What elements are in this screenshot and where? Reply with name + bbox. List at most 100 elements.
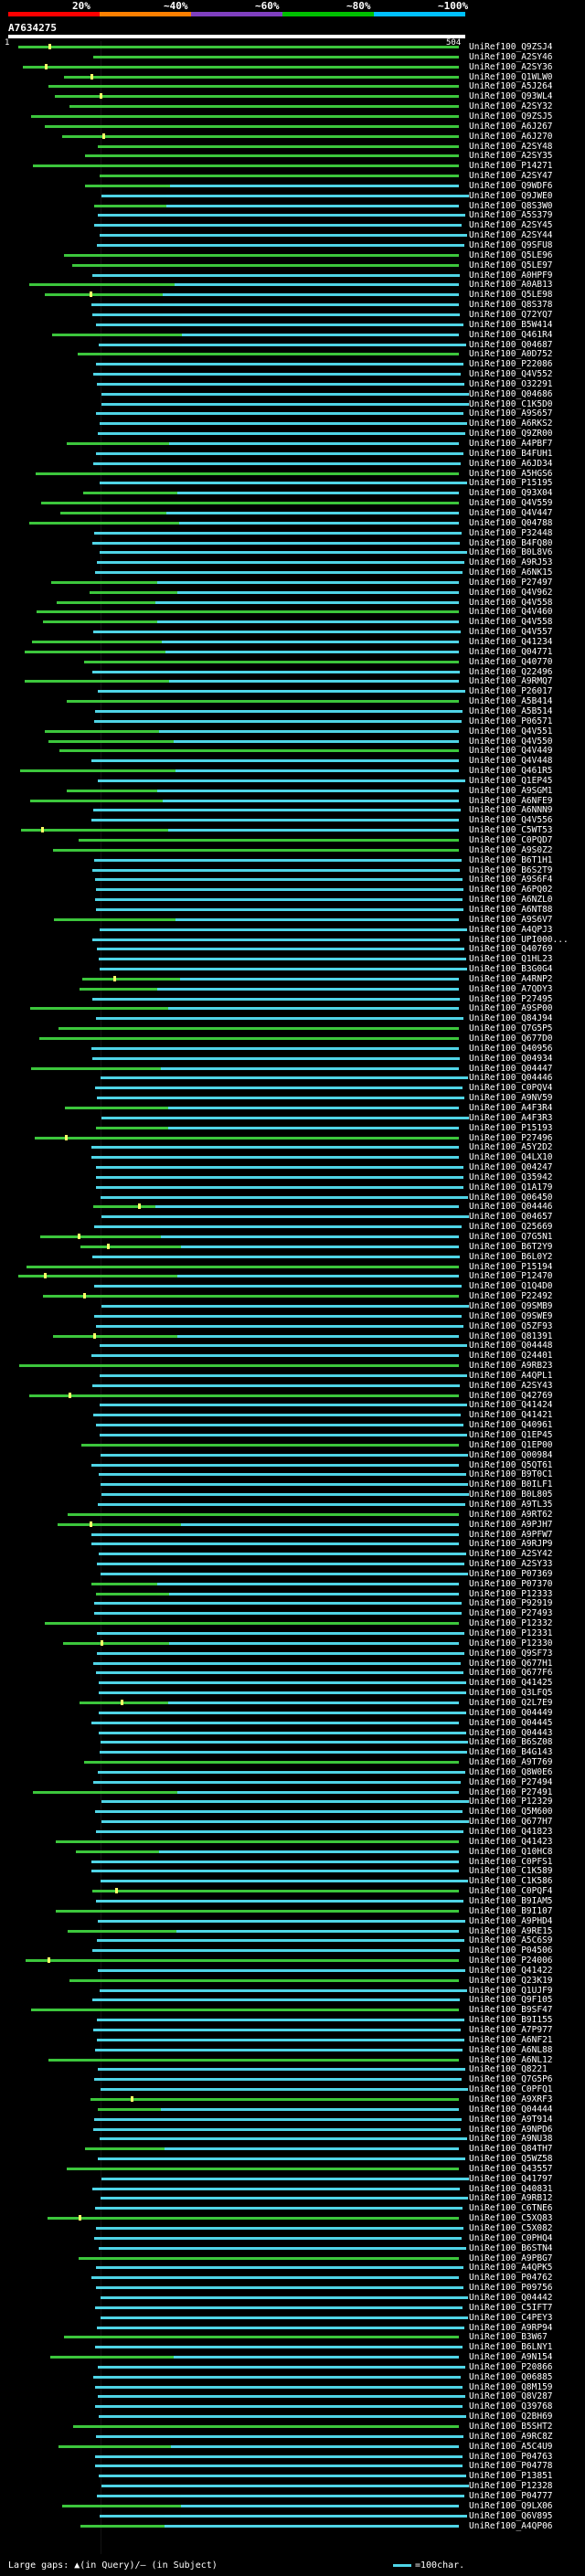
hit-bar[interactable] bbox=[98, 2365, 465, 2369]
hit-row[interactable]: UniRef100_Q9ZSJ5 bbox=[0, 111, 585, 122]
hit-row[interactable]: UniRef100_Q4V460 bbox=[0, 607, 585, 617]
hit-row[interactable]: UniRef100_P22492 bbox=[0, 1291, 585, 1301]
hit-row[interactable]: UniRef100_A4QPK5 bbox=[0, 2263, 585, 2273]
hit-bar-partial[interactable] bbox=[48, 2217, 157, 2221]
hit-bar[interactable] bbox=[96, 2227, 463, 2230]
hit-bar-partial[interactable] bbox=[25, 680, 169, 684]
hit-label[interactable]: UniRef100_Q1Q4D0 bbox=[469, 1281, 553, 1292]
hit-bar[interactable] bbox=[96, 888, 463, 892]
hit-label[interactable]: UniRef100_A6NZL0 bbox=[469, 895, 553, 906]
hit-bar[interactable] bbox=[182, 1761, 459, 1765]
hit-bar[interactable] bbox=[98, 2395, 465, 2399]
hit-row[interactable]: UniRef100_Q22496 bbox=[0, 667, 585, 677]
hit-label[interactable]: UniRef100_B5SHT2 bbox=[469, 2422, 553, 2432]
hit-label[interactable]: UniRef100_B6LNY1 bbox=[469, 2342, 553, 2353]
hit-bar-partial[interactable] bbox=[85, 184, 170, 187]
hit-label[interactable]: UniRef100_A9PBG7 bbox=[469, 2253, 553, 2263]
hit-bar[interactable] bbox=[163, 293, 459, 297]
hit-bar[interactable] bbox=[178, 1394, 459, 1397]
hit-bar[interactable] bbox=[96, 1899, 463, 1903]
hit-label[interactable]: UniRef100_B6T1H1 bbox=[469, 854, 553, 865]
hit-row[interactable]: UniRef100_Q5WZ58 bbox=[0, 2154, 585, 2164]
hit-label[interactable]: UniRef100_Q04449 bbox=[469, 1707, 553, 1718]
hit-bar-partial[interactable] bbox=[20, 769, 176, 773]
hit-row[interactable]: UniRef100_Q9JWE0 bbox=[0, 191, 585, 201]
hit-label[interactable]: UniRef100_P27491 bbox=[469, 1786, 553, 1797]
hit-label[interactable]: UniRef100_Q5LE96 bbox=[469, 249, 553, 260]
hit-bar[interactable] bbox=[162, 641, 459, 643]
hit-row[interactable]: UniRef100_A4F3R4 bbox=[0, 1103, 585, 1113]
hit-row[interactable]: UniRef100_Q7G5N1 bbox=[0, 1232, 585, 1242]
hit-bar[interactable] bbox=[100, 928, 467, 931]
hit-bar[interactable] bbox=[177, 114, 459, 118]
hit-bar-partial[interactable] bbox=[56, 1909, 172, 1913]
hit-bar[interactable] bbox=[98, 690, 465, 694]
hit-bar[interactable] bbox=[96, 1830, 463, 1833]
hit-row[interactable]: UniRef100_Q9ZSJ4 bbox=[0, 42, 585, 52]
hit-row[interactable]: UniRef100_Q1HL23 bbox=[0, 954, 585, 964]
hit-row[interactable]: UniRef100_P12329 bbox=[0, 1797, 585, 1807]
hit-bar[interactable] bbox=[155, 1295, 459, 1299]
hit-bar-partial[interactable] bbox=[56, 1839, 167, 1843]
hit-label[interactable]: UniRef100_A4QPL1 bbox=[469, 1370, 553, 1381]
hit-bar[interactable] bbox=[94, 1225, 462, 1229]
hit-row[interactable]: UniRef100_A5C4U9 bbox=[0, 2442, 585, 2452]
hit-bar[interactable] bbox=[164, 164, 459, 168]
hit-bar[interactable] bbox=[92, 938, 460, 941]
hit-row[interactable]: UniRef100_C0PFQ1 bbox=[0, 2084, 585, 2094]
hit-row[interactable]: UniRef100_A4QPJ3 bbox=[0, 925, 585, 935]
hit-label[interactable]: UniRef100_Q677F6 bbox=[469, 1668, 553, 1679]
hit-row[interactable]: UniRef100_P27494 bbox=[0, 1777, 585, 1787]
hit-row[interactable]: UniRef100_Q40961 bbox=[0, 1420, 585, 1430]
hit-bar-partial[interactable] bbox=[81, 1443, 172, 1447]
hit-bar[interactable] bbox=[97, 1651, 464, 1655]
hit-label[interactable]: UniRef100_Q8221 bbox=[469, 2064, 548, 2075]
hit-row[interactable]: UniRef100_A9XRF3 bbox=[0, 2094, 585, 2104]
hit-bar[interactable] bbox=[97, 2019, 464, 2022]
hit-bar[interactable] bbox=[97, 1632, 464, 1635]
hit-bar-partial[interactable] bbox=[93, 1205, 155, 1209]
hit-bar-partial[interactable] bbox=[67, 2167, 168, 2170]
hit-row[interactable]: UniRef100_A9T914 bbox=[0, 2115, 585, 2125]
hit-label[interactable]: UniRef100_Q5WZ58 bbox=[469, 2154, 553, 2165]
hit-label[interactable]: UniRef100_A9NV59 bbox=[469, 1093, 553, 1104]
hit-label[interactable]: UniRef100_Q93X04 bbox=[469, 488, 553, 499]
hit-label[interactable]: UniRef100_P15193 bbox=[469, 1122, 553, 1133]
hit-bar[interactable] bbox=[91, 1146, 459, 1150]
hit-label[interactable]: UniRef100_Q41823 bbox=[469, 1827, 553, 1837]
hit-label[interactable]: UniRef100_P27497 bbox=[469, 577, 553, 588]
hit-bar[interactable] bbox=[96, 1175, 463, 1179]
hit-bar[interactable] bbox=[96, 1324, 463, 1328]
hit-bar-partial[interactable] bbox=[79, 2256, 178, 2260]
hit-row[interactable]: UniRef100_C4PEY3 bbox=[0, 2313, 585, 2323]
hit-label[interactable]: UniRef100_Q04687 bbox=[469, 339, 553, 350]
hit-bar[interactable] bbox=[96, 451, 463, 455]
hit-label[interactable]: UniRef100_Q04657 bbox=[469, 1212, 553, 1223]
hit-row[interactable]: UniRef100_A9RJ53 bbox=[0, 557, 585, 567]
hit-bar-partial[interactable] bbox=[45, 124, 167, 128]
hit-bar-partial[interactable] bbox=[96, 1126, 168, 1129]
hit-bar[interactable] bbox=[100, 422, 467, 426]
hit-bar[interactable] bbox=[166, 1265, 459, 1268]
hit-row[interactable]: UniRef100_P12333 bbox=[0, 1589, 585, 1599]
hit-bar-partial[interactable] bbox=[68, 1929, 176, 1933]
hit-label[interactable]: UniRef100_B5W414 bbox=[469, 319, 553, 330]
hit-label[interactable]: UniRef100_P04763 bbox=[469, 2451, 553, 2462]
hit-bar[interactable] bbox=[97, 2038, 464, 2041]
hit-bar[interactable] bbox=[165, 839, 459, 842]
hit-bar[interactable] bbox=[182, 105, 459, 109]
hit-row[interactable]: UniRef100_C5XQ83 bbox=[0, 2213, 585, 2223]
hit-label[interactable]: UniRef100_A9RB23 bbox=[469, 1361, 553, 1372]
hit-bar[interactable] bbox=[91, 1463, 459, 1467]
hit-bar[interactable] bbox=[181, 1245, 459, 1248]
hit-label[interactable]: UniRef100_B4FUH1 bbox=[469, 448, 553, 459]
hit-label[interactable]: UniRef100_P04778 bbox=[469, 2461, 553, 2472]
hit-label[interactable]: UniRef100_Q9ZSJ5 bbox=[469, 111, 553, 122]
hit-row[interactable]: UniRef100_C1K5D0 bbox=[0, 399, 585, 409]
hit-label[interactable]: UniRef100_P22086 bbox=[469, 359, 553, 370]
hit-bar[interactable] bbox=[94, 224, 462, 228]
hit-label[interactable]: UniRef100_A5J264 bbox=[469, 81, 553, 92]
hit-bar[interactable] bbox=[165, 1027, 459, 1031]
hit-row[interactable]: UniRef100_Q24401 bbox=[0, 1351, 585, 1361]
hit-bar[interactable] bbox=[99, 2415, 466, 2419]
